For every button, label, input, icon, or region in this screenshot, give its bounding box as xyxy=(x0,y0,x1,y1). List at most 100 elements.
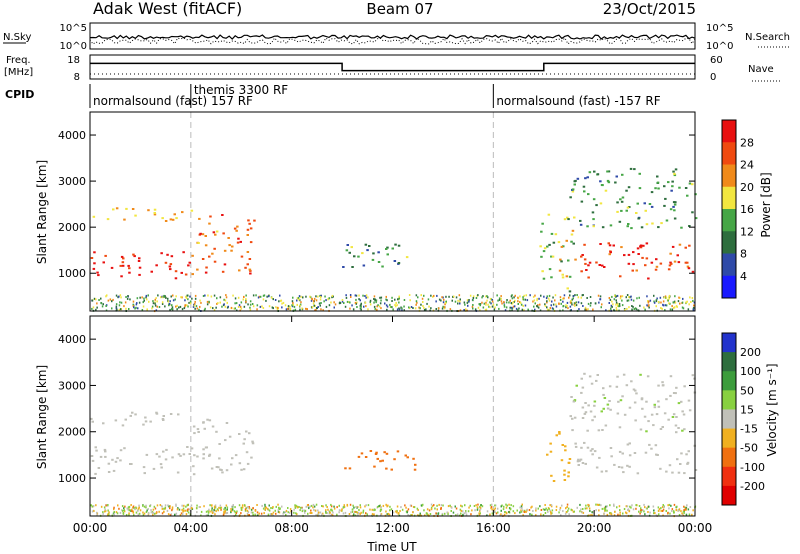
velocity-echo xyxy=(682,510,685,513)
power-echo xyxy=(620,200,624,203)
power-echo xyxy=(153,208,157,211)
power-echo xyxy=(632,263,635,266)
velocity-echo xyxy=(303,509,305,512)
power-echo xyxy=(221,305,223,308)
velocity-echo xyxy=(669,512,671,515)
power-echo xyxy=(599,202,603,205)
velocity-echo xyxy=(118,507,120,510)
power-echo xyxy=(571,229,575,232)
velocity-echo xyxy=(186,509,189,512)
power-echo xyxy=(137,260,141,262)
power-echo xyxy=(550,276,553,279)
power-echo xyxy=(562,245,565,248)
power-echo xyxy=(641,256,644,259)
power-echo xyxy=(194,307,196,310)
power-echo xyxy=(631,269,634,272)
power-echo xyxy=(426,302,428,305)
velocity-echo xyxy=(676,458,679,461)
colorbar-tick-label: -15 xyxy=(740,423,758,436)
velocity-echo xyxy=(600,410,603,413)
velocity-echo xyxy=(190,504,193,507)
velocity-echo xyxy=(662,504,664,506)
power-echo xyxy=(315,295,317,298)
velocity-echo xyxy=(92,505,95,508)
velocity-echo xyxy=(182,507,185,510)
velocity-echo xyxy=(211,512,214,514)
power-echo xyxy=(172,294,174,297)
velocity-echo xyxy=(430,508,433,511)
power-echo xyxy=(505,306,508,309)
velocity-echo xyxy=(149,420,152,423)
velocity-echo xyxy=(385,452,389,455)
velocity-echo xyxy=(551,509,554,512)
power-echo xyxy=(466,299,469,302)
velocity-echo xyxy=(188,453,191,455)
velocity-echo xyxy=(225,422,229,424)
velocity-echo xyxy=(165,448,168,451)
velocity-echo xyxy=(595,509,597,512)
velocity-echo xyxy=(132,505,135,508)
velocity-echo xyxy=(389,505,391,508)
velocity-echo xyxy=(663,506,665,508)
power-echo xyxy=(654,187,657,190)
power-echo xyxy=(155,309,158,312)
power-echo xyxy=(441,296,443,299)
power-echo xyxy=(168,303,171,306)
power-echo xyxy=(626,294,629,296)
power-echo xyxy=(452,295,454,298)
power-echo xyxy=(656,297,658,300)
velocity-echo xyxy=(479,509,481,512)
power-echo xyxy=(333,301,335,304)
power-echo xyxy=(210,295,213,298)
power-echo xyxy=(627,223,630,225)
velocity-echo xyxy=(494,504,496,507)
power-echo xyxy=(474,308,477,311)
power-echo xyxy=(323,300,325,303)
power-echo xyxy=(692,306,695,309)
velocity-echo xyxy=(499,514,501,517)
power-echo xyxy=(665,219,669,222)
power-echo xyxy=(204,271,208,274)
velocity-echo xyxy=(467,510,470,513)
power-echo xyxy=(572,242,575,245)
velocity-echo xyxy=(192,465,195,468)
power-echo xyxy=(597,294,600,297)
velocity-echo xyxy=(326,506,328,508)
velocity-echo xyxy=(379,505,381,508)
power-echo xyxy=(664,304,667,307)
velocity-echo xyxy=(508,507,511,510)
power-echo xyxy=(155,264,158,267)
power-echo xyxy=(559,299,562,301)
power-echo xyxy=(180,296,182,299)
velocity-echo xyxy=(673,503,676,506)
velocity-echo xyxy=(357,455,361,458)
power-echo xyxy=(558,269,562,272)
velocity-echo xyxy=(647,420,650,423)
velocity-echo xyxy=(318,511,320,514)
velocity-echo xyxy=(248,514,250,516)
power-echo xyxy=(587,264,590,267)
power-echo xyxy=(223,263,227,266)
velocity-echo xyxy=(211,425,215,428)
velocity-echo xyxy=(145,511,148,513)
power-echo xyxy=(105,305,107,307)
y-tick-label: 4000 xyxy=(58,129,86,142)
velocity-echo xyxy=(591,514,594,517)
velocity-echo xyxy=(675,431,678,434)
velocity-echo xyxy=(450,510,452,512)
velocity-echo xyxy=(508,503,510,506)
power-echo xyxy=(438,298,441,301)
power-echo xyxy=(554,299,556,302)
velocity-echo xyxy=(379,460,382,463)
velocity-echo xyxy=(617,513,619,516)
power-echo xyxy=(386,253,389,256)
velocity-echo xyxy=(267,513,270,516)
velocity-echo xyxy=(667,418,670,421)
velocity-echo xyxy=(142,423,145,426)
velocity-echo xyxy=(542,508,545,511)
power-echo xyxy=(630,298,633,301)
power-echo xyxy=(489,306,491,309)
power-echo xyxy=(369,303,372,306)
power-echo xyxy=(314,304,316,307)
velocity-echo xyxy=(122,512,125,514)
